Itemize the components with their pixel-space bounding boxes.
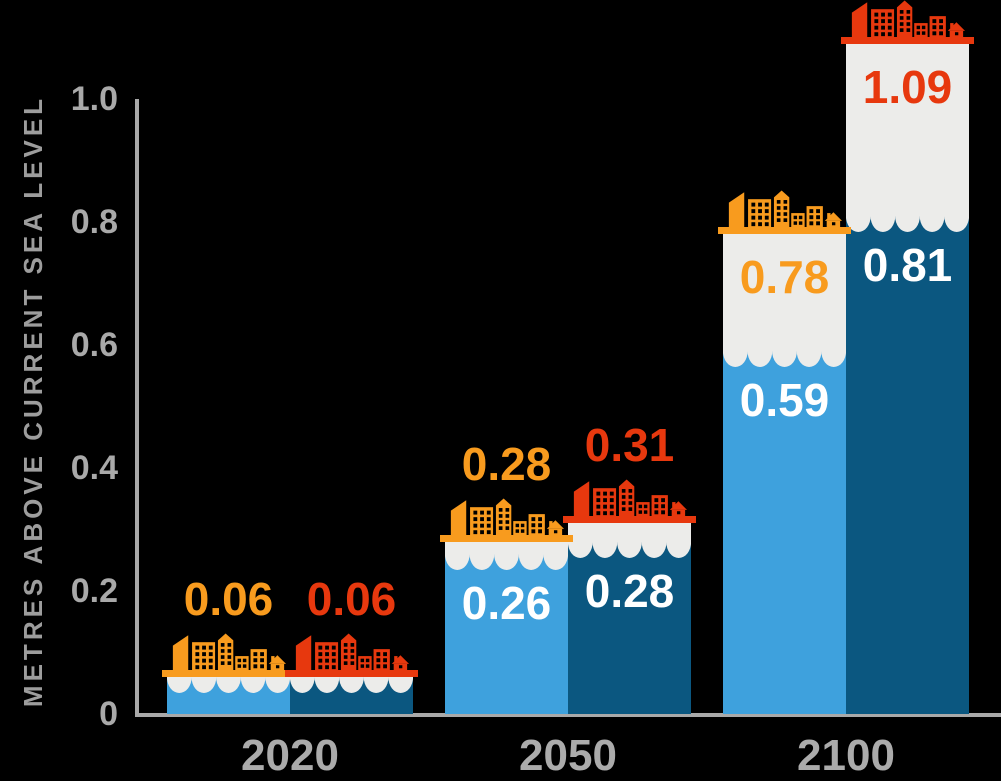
peak-value-label-2050-red-series: 0.31 [584, 419, 675, 472]
ground-strip-2050-orange-series [440, 534, 573, 542]
wave-foam-2020-orange-series [167, 677, 290, 694]
range-band-2100-orange-series [723, 234, 846, 352]
bar-2100-orange-series [723, 351, 846, 714]
x-category-label-2100: 2100 [797, 731, 895, 780]
bar-value-label-2100-red-series: 0.81 [862, 238, 953, 291]
peak-value-label-2100-red-series: 1.09 [862, 60, 953, 113]
y-tick-label: 0.2 [70, 572, 118, 610]
bar-value-label-2050-red-series: 0.28 [584, 564, 675, 617]
bar-2100-red-series [846, 215, 969, 714]
y-tick-label: 0 [99, 695, 118, 733]
y-tick-label: 0.4 [70, 449, 118, 487]
wave-foam-2100-red-series [846, 215, 969, 233]
peak-value-label-2050-orange-series: 0.28 [461, 437, 552, 490]
peak-value-label-2020-red-series: 0.06 [306, 573, 397, 626]
city-skyline-icon-2100-orange-series [726, 187, 843, 228]
bar-value-label-2100-orange-series: 0.59 [739, 374, 830, 427]
ground-strip-2050-red-series [563, 516, 696, 524]
city-skyline-icon-2100-red-series [849, 0, 966, 37]
wave-foam-2050-orange-series [445, 554, 568, 571]
y-tick-label: 0.8 [70, 203, 118, 241]
peak-value-label-2020-orange-series: 0.06 [183, 573, 274, 626]
wave-foam-2020-red-series [290, 677, 413, 694]
ground-strip-2100-red-series [841, 36, 974, 44]
x-category-label-2020: 2020 [241, 731, 339, 780]
city-skyline-icon-2050-orange-series [448, 495, 565, 535]
peak-value-label-2100-orange-series: 0.78 [739, 251, 830, 304]
wave-foam-2050-red-series [568, 541, 691, 559]
wave-foam-2100-orange-series [723, 351, 846, 368]
y-tick-label: 1.0 [70, 80, 118, 118]
bar-value-label-2050-orange-series: 0.26 [461, 577, 552, 630]
range-band-2050-red-series [568, 523, 691, 542]
range-band-2100-red-series [846, 43, 969, 216]
ground-strip-2020-red-series [285, 670, 418, 678]
x-category-label-2050: 2050 [519, 731, 617, 780]
y-tick-label: 0.6 [70, 326, 118, 364]
ground-strip-2020-orange-series [162, 670, 295, 678]
range-band-2050-orange-series [445, 541, 568, 555]
x-axis-line [135, 713, 1001, 717]
bar-2050-orange-series [445, 554, 568, 714]
city-skyline-icon-2050-red-series [571, 476, 688, 517]
y-axis-line [135, 99, 139, 717]
city-skyline-icon-2020-orange-series [170, 630, 287, 671]
bar-2050-red-series [568, 541, 691, 714]
plot-area: 0.06 0.26 0.28 0.59 0.78 0.06 0.28 0.31 0.81 1.09 [162, 0, 974, 714]
ground-strip-2100-orange-series [718, 227, 851, 235]
city-skyline-icon-2020-red-series [293, 630, 410, 671]
